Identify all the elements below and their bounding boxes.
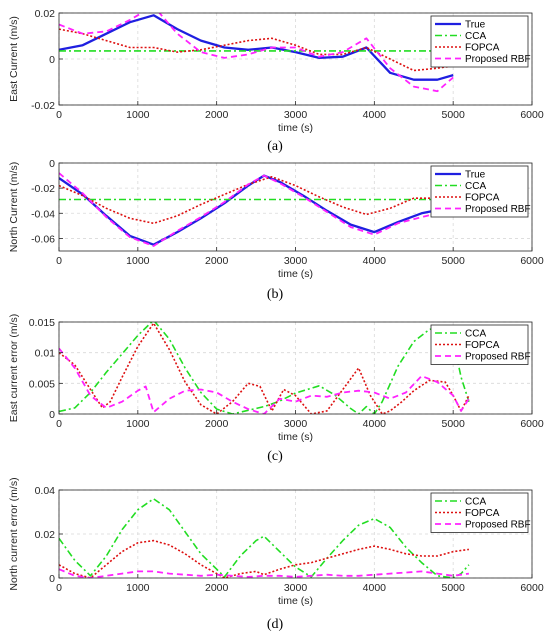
legend-entry-fopca: FOPCA bbox=[465, 340, 500, 351]
x-tick-label: 5000 bbox=[441, 418, 465, 430]
legend-entry-cca: CCA bbox=[465, 329, 486, 340]
y-tick-label: 0.04 bbox=[35, 485, 56, 497]
series-line-cca bbox=[59, 322, 470, 414]
x-tick-label: 0 bbox=[56, 582, 62, 594]
y-tick-label: 0.005 bbox=[29, 378, 55, 390]
series-group bbox=[59, 172, 469, 247]
series-group bbox=[59, 13, 469, 93]
x-tick-label: 0 bbox=[56, 109, 62, 121]
chart-panel-2: 0 1000 2000 3000 4000 5000 6000 -0.06 -0.04 -0.02… bbox=[8, 158, 544, 302]
x-tick-label: 5000 bbox=[441, 255, 465, 267]
series-group bbox=[59, 322, 470, 414]
x-tick-label: 5000 bbox=[441, 109, 465, 121]
x-tick-label: 3000 bbox=[284, 255, 308, 267]
y-tick-label: 0 bbox=[49, 573, 55, 585]
x-tick-label: 4000 bbox=[363, 109, 387, 121]
x-tick-label: 5000 bbox=[441, 582, 465, 594]
y-axis-label: North current error (m/s) bbox=[8, 477, 20, 590]
y-tick-label: -0.04 bbox=[31, 208, 55, 220]
series-line-true bbox=[59, 14, 454, 81]
series-line-fopca bbox=[59, 539, 470, 578]
x-tick-label: 2000 bbox=[205, 582, 229, 594]
legend-entry-fopca: FOPCA bbox=[465, 508, 500, 519]
legend-entry-proposed-rbf: Proposed RBF bbox=[465, 54, 531, 65]
x-tick-label: 3000 bbox=[284, 109, 308, 121]
x-tick-label: 1000 bbox=[126, 255, 150, 267]
x-axis-label: time (s) bbox=[278, 431, 313, 443]
x-tick-label: 6000 bbox=[520, 418, 544, 430]
legend-entry-proposed-rbf: Proposed RBF bbox=[465, 204, 531, 215]
panel-label: (d) bbox=[267, 617, 284, 632]
series-line-cca bbox=[59, 497, 470, 578]
x-tick-label: 4000 bbox=[363, 418, 387, 430]
chart-panel-3: 0 1000 2000 3000 4000 5000 6000 0 0.005 0.01 0.015… bbox=[8, 314, 544, 464]
y-tick-label: -0.06 bbox=[31, 233, 55, 245]
x-tick-label: 0 bbox=[56, 255, 62, 267]
x-tick-label: 4000 bbox=[363, 582, 387, 594]
legend-entry-fopca: FOPCA bbox=[465, 193, 500, 204]
x-tick-label: 6000 bbox=[520, 109, 544, 121]
y-tick-label: 0.01 bbox=[35, 348, 56, 360]
y-tick-label: 0.015 bbox=[29, 317, 55, 329]
series-line-proposed-rbf bbox=[59, 13, 454, 93]
legend-entry-fopca: FOPCA bbox=[465, 43, 500, 54]
chart-panel-4: 0 1000 2000 3000 4000 5000 6000 0 0.02 0.04 time (… bbox=[8, 477, 544, 632]
y-tick-label: 0.02 bbox=[35, 8, 56, 20]
x-axis-label: time (s) bbox=[278, 122, 313, 134]
x-tick-label: 1000 bbox=[126, 582, 150, 594]
legend-entry-true: True bbox=[465, 20, 486, 31]
legend-entry-proposed-rbf: Proposed RBF bbox=[465, 520, 531, 531]
x-tick-label: 1000 bbox=[126, 109, 150, 121]
x-tick-label: 2000 bbox=[205, 255, 229, 267]
y-axis-label: East Current (m/s) bbox=[8, 16, 20, 102]
legend-entry-cca: CCA bbox=[465, 497, 486, 508]
y-tick-label: 0.02 bbox=[35, 529, 56, 541]
series-line-proposed-rbf bbox=[59, 347, 470, 414]
panel-label: (b) bbox=[267, 287, 284, 302]
x-tick-label: 4000 bbox=[363, 255, 387, 267]
x-tick-label: 3000 bbox=[284, 418, 308, 430]
series-line-fopca bbox=[59, 28, 454, 72]
x-tick-label: 1000 bbox=[126, 418, 150, 430]
x-axis-label: time (s) bbox=[278, 268, 313, 280]
y-axis-label: North Current (m/s) bbox=[8, 162, 20, 252]
legend-entry-true: True bbox=[465, 170, 486, 181]
panel-label: (c) bbox=[267, 449, 283, 464]
x-tick-label: 2000 bbox=[205, 109, 229, 121]
chart-panel-1: 0 1000 2000 3000 4000 5000 6000-0.0200.02time … bbox=[8, 8, 544, 154]
series-group bbox=[59, 497, 470, 578]
y-tick-label: -0.02 bbox=[31, 100, 55, 112]
y-tick-label: -0.02 bbox=[31, 183, 55, 195]
x-tick-label: 2000 bbox=[205, 418, 229, 430]
legend-entry-cca: CCA bbox=[465, 181, 486, 192]
y-axis-label: East current error (m/s) bbox=[8, 314, 20, 423]
x-tick-label: 6000 bbox=[520, 582, 544, 594]
legend-entry-cca: CCA bbox=[465, 31, 486, 42]
x-tick-label: 3000 bbox=[284, 582, 308, 594]
series-line-fopca bbox=[59, 176, 454, 225]
series-line-proposed-rbf bbox=[59, 568, 470, 578]
panel-label: (a) bbox=[267, 139, 283, 154]
y-tick-label: 0 bbox=[49, 54, 55, 66]
x-tick-label: 0 bbox=[56, 418, 62, 430]
series-line-proposed-rbf bbox=[59, 172, 454, 247]
legend-entry-proposed-rbf: Proposed RBF bbox=[465, 352, 531, 363]
y-tick-label: 0 bbox=[49, 409, 55, 421]
x-tick-label: 6000 bbox=[520, 255, 544, 267]
y-tick-label: 0 bbox=[49, 158, 55, 170]
x-axis-label: time (s) bbox=[278, 595, 313, 607]
